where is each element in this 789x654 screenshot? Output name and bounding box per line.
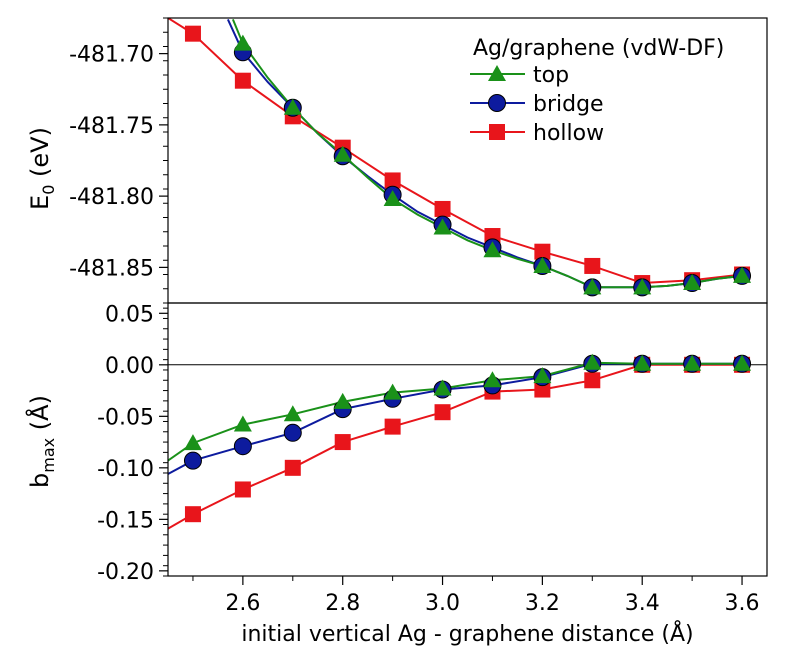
- displacement-y-axis-label: bmax (Å): [25, 395, 58, 488]
- energy-hollow-point: [534, 243, 551, 260]
- legend-hollow-label: hollow: [533, 121, 604, 146]
- legend-top-label: top: [533, 63, 569, 88]
- x-tick-label: 3.4: [625, 591, 660, 616]
- displacement-y-axis-label-main: b: [26, 473, 54, 488]
- displacement-y-tick-label: 0.00: [105, 354, 154, 379]
- energy-hollow-point: [184, 25, 201, 42]
- displacement-top-point: [383, 383, 402, 400]
- displacement-panel: -0.20 -0.15 -0.10 -0.05 0.00 0.05 2.6 2.8 3.0 3.…: [25, 302, 768, 647]
- displacement-series-markers: [183, 353, 752, 523]
- legend-title: Ag/graphene (vdW-DF): [473, 36, 724, 61]
- energy-y-tick-label: -481.80: [69, 185, 154, 210]
- legend: Ag/graphene (vdW-DF) top bridge hollow: [470, 36, 724, 146]
- displacement-hollow-point: [384, 418, 401, 435]
- displacement-bridge-point: [183, 451, 202, 470]
- energy-top-point: [683, 274, 702, 291]
- energy-top-point: [583, 278, 602, 295]
- displacement-bridge-line: [168, 362, 742, 475]
- energy-top-point: [383, 189, 402, 206]
- displacement-y-tick-label: -0.10: [97, 457, 154, 482]
- legend-top-marker: [488, 65, 506, 81]
- displacement-top-point: [483, 371, 502, 388]
- energy-panel: -481.85 -481.80 -481.75 -481.70 E0 (eV) Ag/…: [26, 17, 768, 304]
- displacement-top-point: [183, 434, 202, 451]
- energy-top-point: [433, 218, 452, 235]
- energy-y-axis-label: E0 (eV): [26, 127, 58, 210]
- energy-top-point: [733, 266, 752, 283]
- energy-hollow-point: [234, 72, 251, 89]
- displacement-top-line: [168, 361, 742, 462]
- x-tick-label: 3.6: [725, 591, 760, 616]
- x-tick-label: 2.8: [325, 591, 360, 616]
- displacement-y-axis: -0.20 -0.15 -0.10 -0.05 0.00 0.05: [97, 302, 168, 585]
- energy-top-point: [633, 278, 652, 295]
- displacement-hollow-point: [234, 481, 251, 498]
- displacement-hollow-point: [334, 434, 351, 451]
- displacement-y-axis-label-subscript: max: [39, 438, 58, 473]
- displacement-top-point: [733, 354, 752, 371]
- energy-y-tick-label: -481.75: [69, 114, 154, 139]
- displacement-top-point: [333, 392, 352, 409]
- energy-hollow-point: [434, 200, 451, 217]
- displacement-top-point: [433, 379, 452, 396]
- energy-top-point: [483, 241, 502, 258]
- displacement-hollow-point: [184, 506, 201, 523]
- displacement-top-point: [633, 354, 652, 371]
- energy-y-axis-label-main: E: [26, 195, 54, 210]
- displacement-top-point: [683, 354, 702, 371]
- displacement-hollow-point: [534, 381, 551, 398]
- displacement-top-point: [233, 415, 252, 432]
- legend-bridge-marker: [488, 94, 506, 112]
- x-axis-label: initial vertical Ag - graphene distance …: [241, 620, 693, 647]
- energy-hollow-point: [584, 257, 601, 274]
- energy-top-point: [333, 145, 352, 162]
- displacement-top-point: [583, 353, 602, 370]
- energy-hollow-point: [384, 172, 401, 189]
- displacement-bridge-point: [233, 437, 252, 456]
- energy-y-tick-label: -481.70: [69, 43, 154, 68]
- energy-top-point: [533, 256, 552, 273]
- x-tick-label: 2.6: [225, 591, 260, 616]
- x-axis: 2.6 2.8 3.0 3.2 3.4 3.6: [192, 576, 760, 616]
- displacement-plot-frame: [167, 302, 768, 577]
- displacement-top-point: [283, 405, 302, 422]
- displacement-y-tick-label: -0.05: [97, 405, 154, 430]
- displacement-top-point: [533, 367, 552, 384]
- displacement-hollow-point: [584, 372, 601, 389]
- displacement-bridge-point: [283, 423, 302, 442]
- energy-y-axis-label-unit: (eV): [26, 127, 54, 185]
- energy-top-point: [233, 34, 252, 51]
- energy-top-point: [283, 98, 302, 115]
- displacement-y-tick-label: -0.15: [97, 508, 154, 533]
- energy-y-axis: -481.85 -481.80 -481.75 -481.70: [69, 17, 168, 304]
- energy-y-tick-label: -481.85: [69, 256, 154, 281]
- x-tick-label: 3.0: [425, 591, 460, 616]
- displacement-y-axis-label-unit: (Å): [25, 395, 54, 438]
- displacement-series-lines: [168, 361, 742, 530]
- displacement-y-tick-label: -0.20: [97, 560, 154, 585]
- x-tick-label: 3.2: [525, 591, 560, 616]
- energy-y-axis-label-subscript: 0: [39, 185, 58, 195]
- displacement-y-tick-label: 0.05: [105, 302, 154, 327]
- displacement-hollow-point: [284, 459, 301, 476]
- legend-bridge-label: bridge: [533, 92, 604, 117]
- displacement-hollow-point: [434, 404, 451, 421]
- energy-top-line: [231, 19, 743, 289]
- energy-series-markers: [184, 25, 752, 297]
- legend-hollow-marker: [489, 124, 505, 140]
